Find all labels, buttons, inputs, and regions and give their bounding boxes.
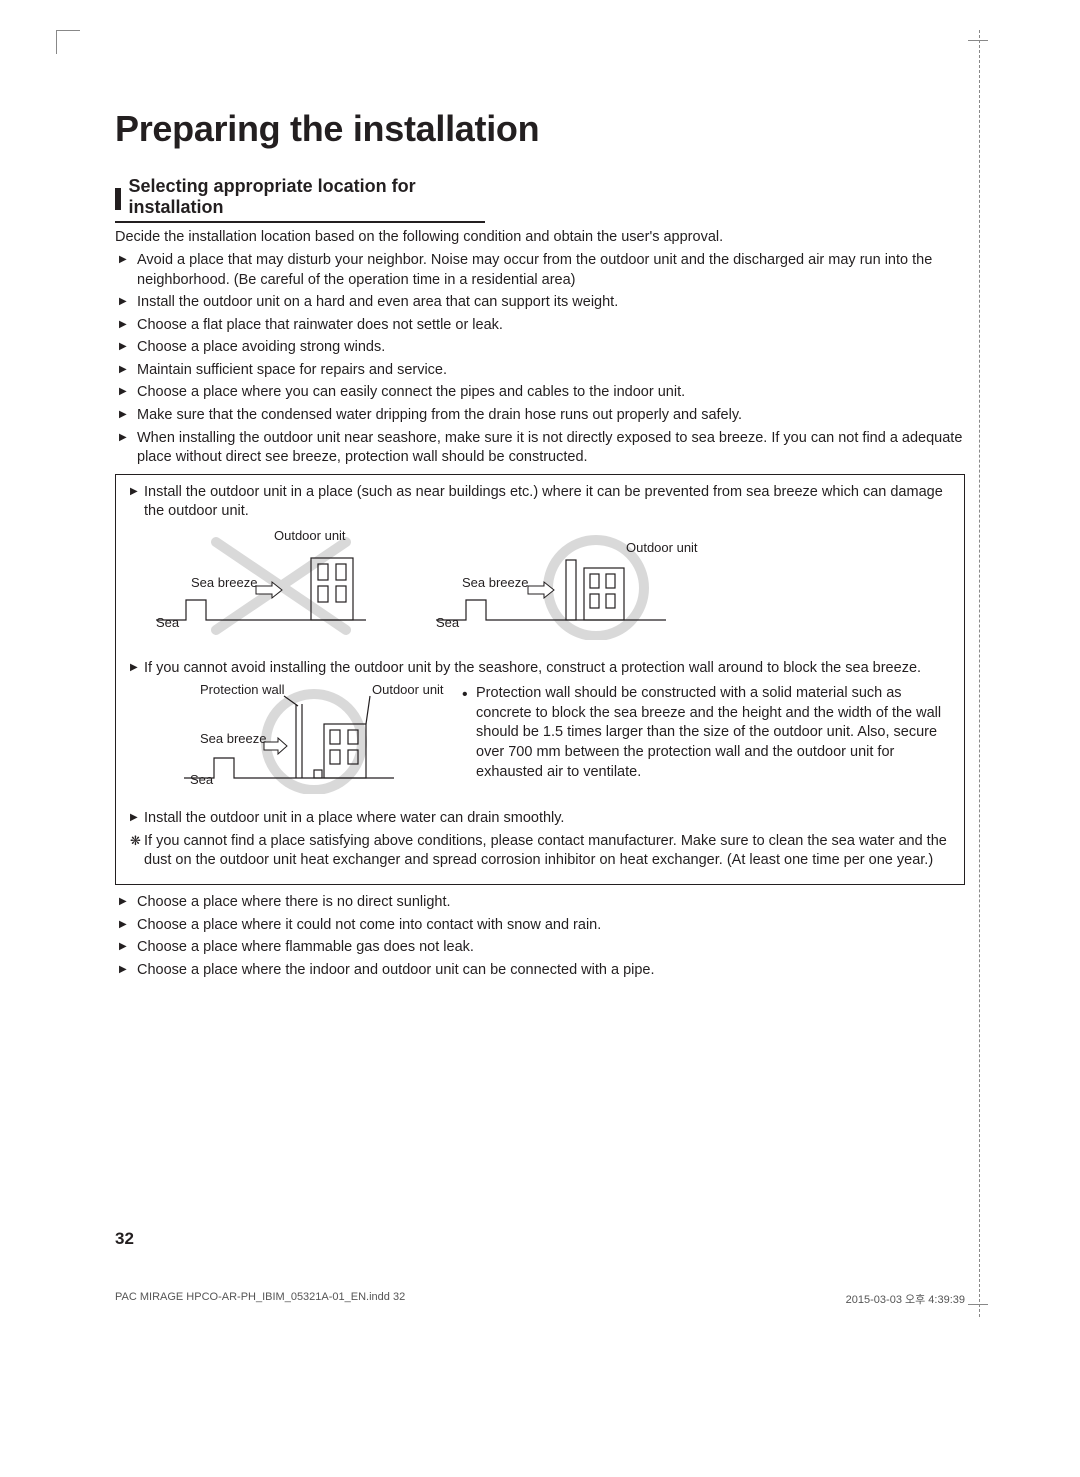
list-item: Install the outdoor unit on a hard and e… bbox=[115, 293, 965, 313]
label-sea-breeze: Sea breeze bbox=[200, 731, 267, 746]
callout-box: Install the outdoor unit in a place (suc… bbox=[115, 474, 965, 885]
list-item: Install the outdoor unit in a place (suc… bbox=[126, 483, 954, 522]
section-title: Selecting appropriate location for insta… bbox=[129, 176, 485, 221]
intro-text: Decide the installation location based o… bbox=[115, 229, 965, 245]
label-sea-breeze: Sea breeze bbox=[462, 575, 529, 590]
footer-left: PAC MIRAGE HPCO-AR-PH_IBIM_05321A-01_EN.… bbox=[115, 1291, 405, 1307]
diagram-row-2: Protection wall Outdoor unit Sea breeze … bbox=[164, 684, 954, 799]
label-protection-wall: Protection wall bbox=[200, 682, 285, 697]
section-header: Selecting appropriate location for insta… bbox=[115, 176, 485, 223]
list-item: If you cannot avoid installing the outdo… bbox=[126, 659, 954, 679]
diagram-bad: Outdoor unit Sea breeze Sea bbox=[156, 530, 396, 645]
list-item: Choose a place avoiding strong winds. bbox=[115, 338, 965, 358]
bullets-top: Avoid a place that may disturb your neig… bbox=[115, 251, 965, 468]
list-item: Maintain sufficient space for repairs an… bbox=[115, 361, 965, 381]
list-item: Choose a place where there is no direct … bbox=[115, 893, 965, 913]
list-item: Choose a place where flammable gas does … bbox=[115, 938, 965, 958]
label-sea: Sea bbox=[436, 615, 459, 630]
label-outdoor-unit: Outdoor unit bbox=[274, 528, 346, 543]
list-item: Choose a place where it could not come i… bbox=[115, 916, 965, 936]
label-outdoor-unit: Outdoor unit bbox=[626, 540, 698, 555]
list-item: Choose a place where the indoor and outd… bbox=[115, 961, 965, 981]
wall-note: Protection wall should be constructed wi… bbox=[462, 684, 954, 782]
diagram-row-1: Outdoor unit Sea breeze Sea bbox=[156, 530, 954, 645]
footer: PAC MIRAGE HPCO-AR-PH_IBIM_05321A-01_EN.… bbox=[115, 1291, 965, 1307]
list-item: Make sure that the condensed water dripp… bbox=[115, 406, 965, 426]
list-item-star: If you cannot find a place satisfying ab… bbox=[126, 832, 954, 871]
footer-right: 2015-03-03 오후 4:39:39 bbox=[846, 1291, 965, 1307]
list-item: When installing the outdoor unit near se… bbox=[115, 429, 965, 468]
label-outdoor-unit: Outdoor unit bbox=[372, 682, 444, 697]
page-title: Preparing the installation bbox=[115, 108, 965, 150]
list-item: Install the outdoor unit in a place wher… bbox=[126, 809, 954, 829]
page-number: 32 bbox=[115, 1229, 134, 1249]
diagram-wall: Protection wall Outdoor unit Sea breeze … bbox=[164, 684, 444, 799]
section-bar-icon bbox=[115, 188, 121, 210]
bullets-bottom: Choose a place where there is no direct … bbox=[115, 893, 965, 980]
list-item: Choose a flat place that rainwater does … bbox=[115, 316, 965, 336]
label-sea: Sea bbox=[156, 615, 179, 630]
list-item: Choose a place where you can easily conn… bbox=[115, 383, 965, 403]
page-content: Preparing the installation Selecting app… bbox=[115, 108, 965, 983]
diagram-good: Outdoor unit Sea breeze Sea bbox=[436, 530, 706, 645]
label-sea-breeze: Sea breeze bbox=[191, 575, 258, 590]
label-sea: Sea bbox=[190, 772, 213, 787]
list-item: Avoid a place that may disturb your neig… bbox=[115, 251, 965, 290]
